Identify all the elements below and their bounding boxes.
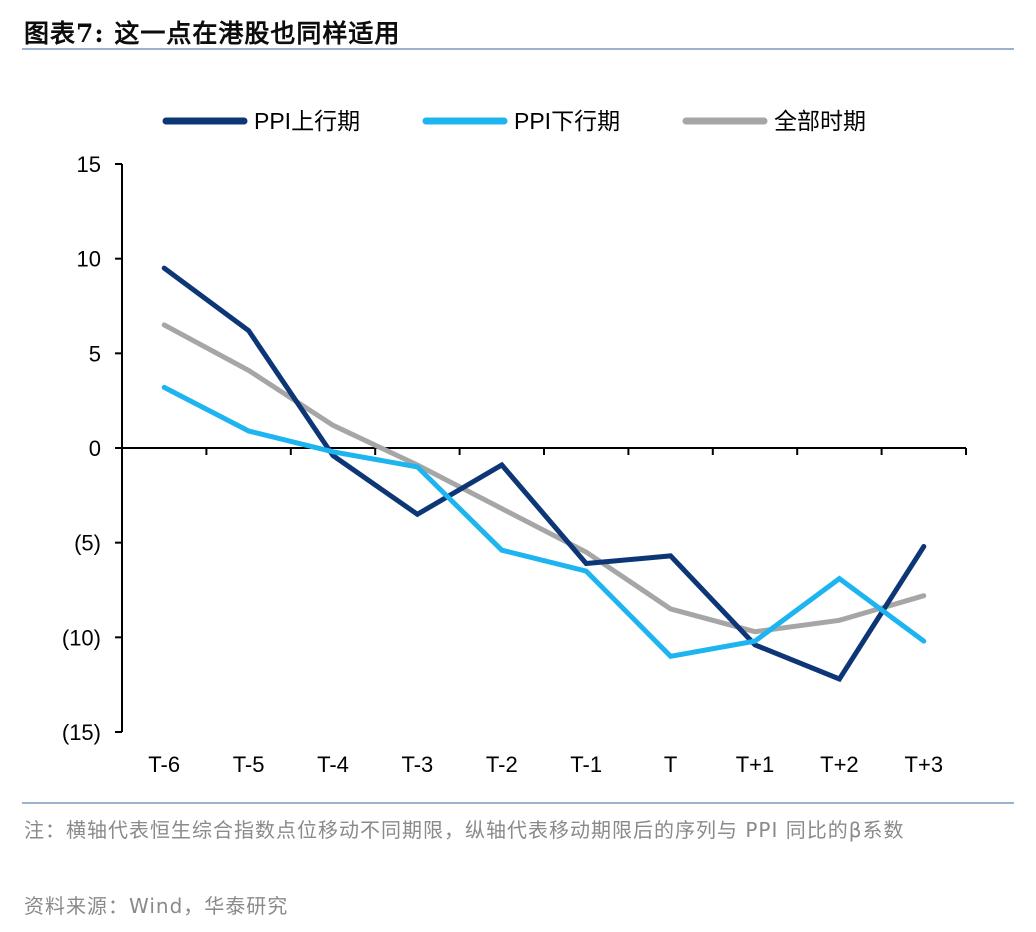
chart-source: 资料来源：Wind，华泰研究 bbox=[24, 894, 289, 918]
series-line-0 bbox=[161, 265, 927, 683]
y-tick-label: 0 bbox=[89, 436, 101, 461]
series-line-2 bbox=[161, 322, 927, 635]
x-tick-label: T-4 bbox=[317, 752, 349, 777]
legend-label-1: PPI下行期 bbox=[514, 108, 620, 134]
x-tick-label: T-3 bbox=[402, 752, 434, 777]
footer-rule bbox=[22, 802, 1014, 804]
x-tick-label: T-1 bbox=[570, 752, 602, 777]
legend-label-0: PPI上行期 bbox=[254, 108, 360, 134]
y-tick-label: (5) bbox=[74, 531, 101, 556]
x-tick-label: T+3 bbox=[905, 752, 944, 777]
chart-note: 注：横轴代表恒生综合指数点位移动不同期限，纵轴代表移动期限后的序列与 PPI 同… bbox=[24, 818, 905, 842]
chart-title: 图表7: 这一点在港股也同样适用 bbox=[24, 19, 401, 48]
x-tick-label: T-2 bbox=[486, 752, 518, 777]
y-tick-label: (10) bbox=[62, 625, 101, 650]
y-tick-label: 15 bbox=[77, 152, 101, 177]
x-tick-label: T-5 bbox=[233, 752, 265, 777]
x-tick-label: T-6 bbox=[148, 752, 180, 777]
x-axis: T-6 T-5 T-4 T-3 T-2 T-1 T T+1 T+2 T+3 bbox=[121, 447, 967, 777]
title-bar: 图表7: 这一点在港股也同样适用 bbox=[22, 10, 1014, 50]
y-tick-label: 10 bbox=[77, 247, 101, 272]
x-tick-label: T+1 bbox=[736, 752, 775, 777]
legend-label-2: 全部时期 bbox=[774, 108, 866, 134]
y-tick-label: 5 bbox=[89, 341, 101, 366]
x-tick-label: T+2 bbox=[820, 752, 859, 777]
series-line-1 bbox=[161, 384, 927, 659]
legend: PPI上行期 PPI下行期 全部时期 bbox=[162, 108, 866, 134]
series-lines bbox=[161, 265, 927, 683]
x-tick-label: T bbox=[664, 752, 677, 777]
y-axis: 15 10 5 0 (5) (10) (15) bbox=[62, 152, 123, 745]
y-tick-label: (15) bbox=[62, 720, 101, 745]
